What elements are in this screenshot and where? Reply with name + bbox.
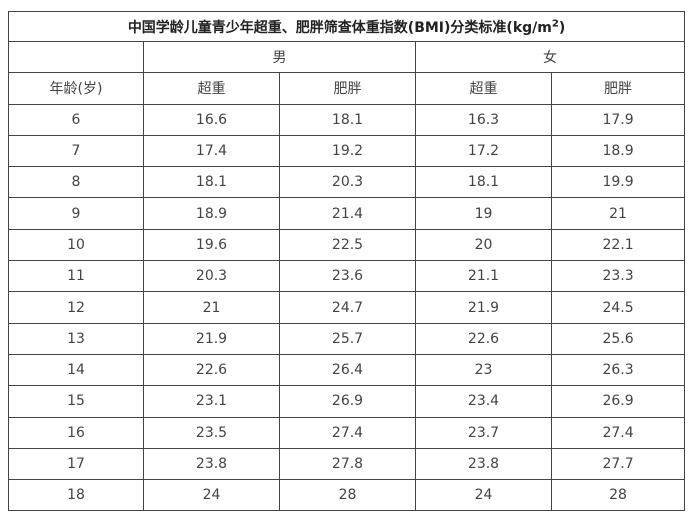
table-row: 11 20.3 23.6 21.1 23.3 — [8, 260, 686, 293]
table-cell: 15 — [8, 385, 144, 418]
table-cell: 17.2 — [415, 134, 552, 168]
table-cell: 22.6 — [143, 353, 280, 387]
table-cell: 8 — [8, 166, 144, 199]
table-cell: 23 — [415, 353, 552, 387]
table-cell: 27.8 — [279, 447, 416, 481]
table-cell: 7 — [8, 134, 144, 168]
table-cell: 21.4 — [279, 197, 416, 230]
table-row: 14 22.6 26.4 23 26.3 — [8, 353, 686, 387]
header-male-obese: 肥胖 — [279, 72, 416, 105]
table-cell: 18.9 — [143, 197, 280, 230]
title-close: ) — [558, 19, 566, 36]
table-cell: 28 — [550, 479, 686, 512]
table-cell: 27.7 — [550, 447, 686, 481]
group-male: 男 — [143, 40, 416, 74]
table-cell: 23.1 — [143, 385, 280, 418]
table-cell: 21.9 — [415, 291, 552, 324]
table-cell: 6 — [8, 103, 144, 136]
table-cell: 23.4 — [415, 385, 552, 418]
table-title: 中国学龄儿童青少年超重、肥胖筛查体重指数(BMI)分类标准(kg/m2) — [7, 11, 686, 42]
table-cell: 9 — [8, 197, 144, 230]
table-row: 18 24 28 24 28 — [8, 479, 686, 512]
title-superscript: 2 — [551, 17, 559, 29]
header-row: 年龄(岁) 超重 肥胖 超重 肥胖 — [8, 72, 686, 105]
table-cell: 16.6 — [143, 103, 280, 136]
table-cell: 18.1 — [143, 166, 280, 199]
title-row: 中国学龄儿童青少年超重、肥胖筛查体重指数(BMI)分类标准(kg/m2) — [7, 11, 686, 42]
table-cell: 27.4 — [279, 416, 416, 449]
table-cell: 24 — [415, 479, 552, 512]
table-cell: 16.3 — [415, 103, 552, 136]
table-row: 16 23.5 27.4 23.7 27.4 — [8, 416, 686, 449]
table-cell: 24.7 — [279, 291, 416, 324]
table-cell: 18 — [8, 479, 144, 512]
header-female-obese: 肥胖 — [550, 72, 686, 105]
table-row: 13 21.9 25.7 22.6 25.6 — [8, 322, 686, 355]
table-cell: 22.5 — [279, 228, 416, 262]
table-cell: 18.1 — [415, 166, 552, 199]
table-cell: 17.4 — [143, 134, 280, 168]
table-row: 8 18.1 20.3 18.1 19.9 — [8, 166, 686, 199]
table-row: 15 23.1 26.9 23.4 26.9 — [8, 385, 686, 418]
group-female: 女 — [414, 40, 686, 74]
table-cell: 23.8 — [415, 447, 552, 481]
table-cell: 22.1 — [550, 228, 686, 262]
table-cell: 21 — [143, 291, 280, 324]
header-female-overweight: 超重 — [415, 72, 552, 105]
table-cell: 11 — [8, 260, 144, 293]
table-cell: 19.9 — [550, 166, 686, 199]
table-cell: 23.5 — [143, 416, 280, 449]
header-age: 年龄(岁) — [8, 72, 144, 105]
table-cell: 25.6 — [550, 322, 686, 355]
table-cell: 19 — [415, 197, 552, 230]
table-cell: 23.3 — [550, 260, 686, 293]
table-row: 17 23.8 27.8 23.8 27.7 — [8, 447, 686, 481]
table-cell: 21 — [550, 197, 686, 230]
table-cell: 17 — [8, 447, 144, 481]
table-cell: 20.3 — [143, 260, 280, 293]
header-male-overweight: 超重 — [143, 72, 280, 105]
table-row: 12 21 24.7 21.9 24.5 — [8, 291, 686, 324]
table-cell: 28 — [279, 479, 416, 512]
bmi-table: 中国学龄儿童青少年超重、肥胖筛查体重指数(BMI)分类标准(kg/m2) 男 女… — [7, 11, 686, 512]
table-cell: 18.1 — [279, 103, 416, 136]
table-cell: 27.4 — [550, 416, 686, 449]
table-row: 9 18.9 21.4 19 21 — [8, 197, 686, 230]
table-cell: 20 — [415, 228, 552, 262]
table-row: 6 16.6 18.1 16.3 17.9 — [8, 103, 686, 136]
table-cell: 26.9 — [279, 385, 416, 418]
table-cell: 13 — [8, 322, 144, 355]
table-cell: 12 — [8, 291, 144, 324]
table-cell: 16 — [8, 416, 144, 449]
table-cell: 17.9 — [550, 103, 686, 136]
table-cell: 18.9 — [550, 134, 686, 168]
table-cell: 23.6 — [279, 260, 416, 293]
table-cell: 21.9 — [143, 322, 280, 355]
table-cell: 26.4 — [279, 353, 416, 387]
table-row: 7 17.4 19.2 17.2 18.9 — [8, 134, 686, 168]
table-cell: 21.1 — [415, 260, 552, 293]
table-cell: 24 — [143, 479, 280, 512]
table-cell: 19.2 — [279, 134, 416, 168]
group-empty — [8, 40, 144, 74]
table-cell: 14 — [8, 353, 144, 387]
table-cell: 24.5 — [550, 291, 686, 324]
table-cell: 23.8 — [143, 447, 280, 481]
table-cell: 23.7 — [415, 416, 552, 449]
group-row: 男 女 — [8, 40, 686, 74]
table-cell: 22.6 — [415, 322, 552, 355]
table-cell: 20.3 — [279, 166, 416, 199]
table-cell: 26.9 — [550, 385, 686, 418]
table-cell: 25.7 — [279, 322, 416, 355]
table-row: 10 19.6 22.5 20 22.1 — [8, 228, 686, 262]
title-text: 中国学龄儿童青少年超重、肥胖筛查体重指数(BMI)分类标准(kg/m — [127, 19, 552, 36]
table-cell: 26.3 — [550, 353, 686, 387]
table-cell: 10 — [8, 228, 144, 262]
table-cell: 19.6 — [143, 228, 280, 262]
